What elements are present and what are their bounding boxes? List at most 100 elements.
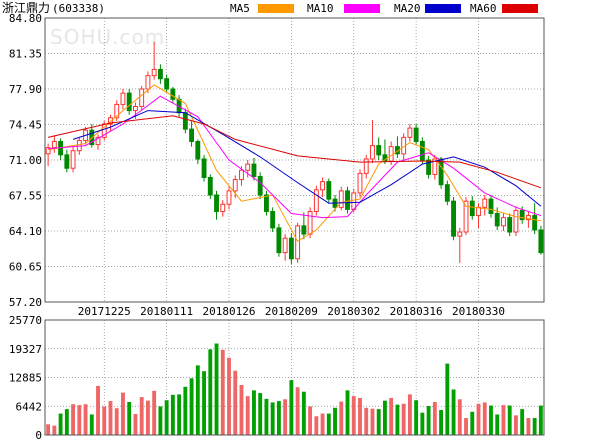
price-tick-label: 60.65 — [9, 261, 42, 274]
candle-body — [133, 105, 138, 112]
candle-body — [226, 190, 232, 205]
volume-tick-label: 19327 — [9, 343, 42, 356]
legend-label-ma20: MA20 — [394, 2, 421, 15]
candle-body — [469, 200, 475, 217]
volume-bar — [314, 416, 319, 435]
volume-bar — [532, 418, 537, 435]
price-tick-label: 84.80 — [9, 12, 42, 25]
volume-bar — [170, 394, 175, 435]
candle-body — [345, 190, 350, 210]
legend-label-ma10: MA10 — [307, 2, 334, 15]
volume-bar — [308, 406, 313, 435]
volume-bar — [526, 418, 531, 435]
candle-body — [64, 154, 70, 169]
volume-bar — [482, 402, 487, 435]
volume-bar — [220, 349, 225, 435]
candle-body — [326, 181, 332, 200]
candle-body — [207, 176, 213, 196]
date-tick-label: 20180126 — [203, 305, 256, 318]
candle-body — [151, 68, 157, 77]
candle-body — [251, 163, 257, 177]
candle-body — [451, 200, 456, 237]
volume-bar — [64, 409, 69, 435]
candle-body — [139, 88, 145, 107]
volume-bar — [258, 393, 263, 435]
candle-body — [51, 140, 57, 149]
candle-body — [114, 103, 120, 119]
volume-bar — [83, 404, 88, 435]
date-tick-label: 20180209 — [265, 305, 318, 318]
price-tick-label: 67.55 — [9, 190, 42, 203]
volume-bar — [195, 365, 200, 435]
volume-bar — [376, 409, 381, 435]
volume-bar — [133, 414, 138, 435]
ma-line-ma20 — [72, 110, 542, 207]
volume-bar — [476, 403, 481, 435]
candle-body — [370, 145, 375, 160]
price-tick-label: 57.20 — [9, 296, 42, 309]
volume-bar — [158, 406, 163, 435]
volume-bar — [345, 390, 350, 435]
candle-body — [307, 210, 313, 235]
candle-body — [108, 117, 113, 125]
volume-bar — [252, 390, 256, 435]
candle-body — [488, 198, 494, 215]
price-tick-label: 81.35 — [9, 48, 42, 61]
ma-line-ma60 — [47, 115, 542, 189]
volume-bar — [538, 405, 543, 435]
candle-body — [170, 88, 176, 100]
volume-bar — [370, 408, 375, 435]
volume-bar — [432, 401, 437, 435]
candle-body — [444, 184, 450, 202]
volume-bar — [121, 392, 125, 435]
volume-bar — [407, 394, 412, 435]
volume-bar — [233, 370, 238, 435]
date-axis: 20171225 20180111 20180126 20180209 20180302… — [78, 305, 505, 318]
volume-bar — [77, 405, 82, 435]
volume-bar — [420, 412, 425, 435]
price-panel-border — [44, 17, 545, 303]
volume-bar — [58, 413, 63, 435]
volume-bar — [301, 391, 306, 435]
volume-bar — [227, 357, 231, 435]
candle-body — [201, 158, 207, 178]
volume-bar — [139, 397, 144, 435]
candle-body — [263, 194, 269, 212]
candle-body — [426, 159, 432, 175]
candle-body — [220, 203, 226, 212]
candle-body — [376, 145, 382, 156]
candle-body — [513, 209, 519, 233]
volume-bar — [102, 406, 107, 435]
volume-bar — [364, 407, 369, 435]
candle-body — [413, 127, 419, 142]
date-tick-label: 20180316 — [390, 305, 443, 318]
volume-bar — [520, 409, 525, 435]
candle-body — [482, 198, 488, 208]
candle-body — [70, 150, 76, 169]
price-tick-label: 74.45 — [9, 119, 42, 132]
volume-bar — [358, 397, 362, 435]
candle-body — [476, 206, 481, 217]
candle-body — [288, 237, 294, 260]
candle-body — [301, 225, 307, 235]
volume-bar — [283, 399, 288, 435]
legend-swatch-ma60 — [502, 4, 538, 13]
volume-bar — [289, 380, 294, 435]
candle-body — [320, 181, 326, 191]
volume-bar — [270, 402, 275, 435]
volume-bar — [52, 425, 57, 435]
date-tick-label: 20180302 — [327, 305, 380, 318]
volume-bar — [177, 394, 182, 435]
candle-body — [245, 163, 251, 171]
volume-bar — [501, 405, 506, 435]
candle-body — [270, 210, 276, 229]
candle-body — [407, 127, 413, 138]
volume-bar — [351, 396, 356, 435]
candle-body — [532, 215, 538, 231]
candle-body — [507, 217, 513, 233]
volume-bar — [239, 385, 244, 435]
legend-swatch-ma5 — [258, 4, 294, 13]
candle-body — [388, 146, 394, 162]
